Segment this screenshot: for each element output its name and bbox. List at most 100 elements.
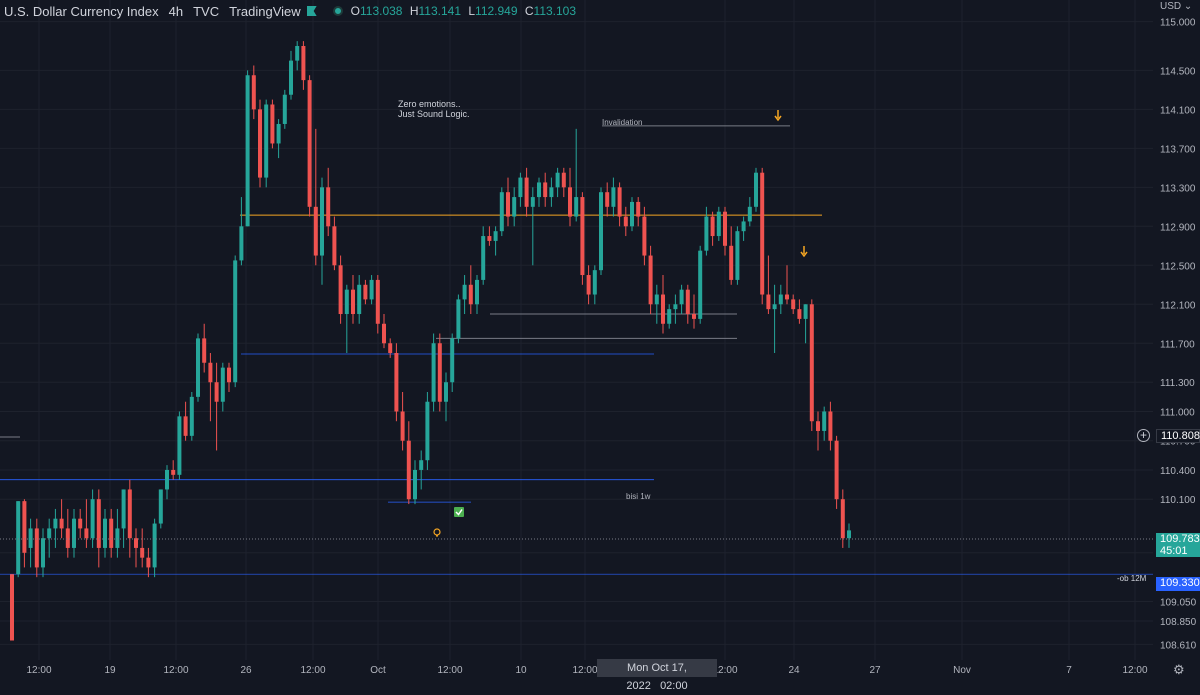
candle-body xyxy=(344,289,349,315)
candle-body xyxy=(481,236,486,280)
candle-body xyxy=(196,338,200,397)
price-tick-label: 113.300 xyxy=(1160,183,1196,194)
candle-body xyxy=(499,192,504,232)
candle-body xyxy=(574,197,579,217)
interval[interactable]: 4h xyxy=(168,3,184,19)
candle-body xyxy=(351,289,355,315)
candle-body xyxy=(53,518,58,529)
invalidation-label: Invalidation xyxy=(602,118,642,127)
price-tick-label: 108.850 xyxy=(1160,617,1197,628)
candle-body xyxy=(301,46,306,81)
gear-icon[interactable]: ⚙ xyxy=(1173,662,1185,677)
candle-body xyxy=(667,309,672,324)
ob-label: -ob 12M xyxy=(1117,574,1147,583)
candle-body xyxy=(165,469,169,490)
candle-body xyxy=(72,518,76,548)
price-tick-label: 109.050 xyxy=(1160,598,1197,609)
price-tick-label: 108.610 xyxy=(1160,640,1197,651)
candle-body xyxy=(140,547,145,558)
time-tick-label: 12:00 xyxy=(1122,665,1147,676)
candle-body xyxy=(549,187,554,198)
candle-body xyxy=(704,216,709,251)
time-tick-label: 26 xyxy=(240,665,252,676)
candle-body xyxy=(437,343,442,402)
low-value: 112.949 xyxy=(475,4,518,18)
candle-body xyxy=(592,270,597,295)
candle-body xyxy=(475,279,479,305)
candle-body xyxy=(797,309,802,319)
candle-body xyxy=(220,367,225,402)
candle-body xyxy=(289,60,293,95)
candle-body xyxy=(605,192,610,207)
checkmark-icon xyxy=(454,507,464,517)
price-tick-label: 113.700 xyxy=(1160,144,1196,155)
candle-body xyxy=(530,197,535,207)
price-tick-label: 111.300 xyxy=(1160,378,1195,389)
candle-body xyxy=(506,192,510,217)
candle-body xyxy=(419,460,424,470)
candle-body xyxy=(406,440,411,500)
candle-body xyxy=(444,382,448,402)
candle-body xyxy=(16,501,21,575)
candle-body xyxy=(816,421,820,431)
arrow-down-icon xyxy=(774,110,782,122)
candle-body xyxy=(400,411,405,441)
candle-body xyxy=(661,294,665,324)
close-value: 113.103 xyxy=(533,4,577,18)
time-axis[interactable]: 12:00 19 12:00 26 12:00 Oct 12:00 10 12:00 12:00 2… xyxy=(26,665,1147,676)
candle-body xyxy=(233,260,238,383)
candle-body xyxy=(258,109,262,178)
currency-selector[interactable]: USD ⌄ xyxy=(1160,1,1193,12)
price-tick-label: 112.100 xyxy=(1160,300,1196,311)
lightbulb-icon xyxy=(433,528,441,537)
bisi-label: bisi 1w xyxy=(626,492,651,501)
chart-header: U.S. Dollar Currency Index 4h TVC Tradin… xyxy=(4,2,576,20)
time-tick-label: 24 xyxy=(788,665,800,676)
candle-body xyxy=(295,46,300,61)
candle-body xyxy=(828,411,833,441)
price-tick-label: 111.700 xyxy=(1160,339,1195,350)
candle-body xyxy=(171,469,176,475)
candle-body xyxy=(822,411,827,431)
candle-body xyxy=(338,265,343,315)
candle-body xyxy=(735,231,740,280)
candle-body xyxy=(78,518,83,529)
crosshair-date-label: Mon Oct 17, 2022 02:00 xyxy=(597,659,717,692)
time-tick-label: 10 xyxy=(515,665,527,676)
candle-body xyxy=(65,528,70,548)
candle-body xyxy=(382,323,386,344)
candle-body xyxy=(152,523,157,568)
candle-body xyxy=(320,187,324,256)
candle-body xyxy=(307,80,312,207)
arrow-down-icon xyxy=(800,246,808,258)
time-tick-label: 12:00 xyxy=(300,665,325,676)
candle-body xyxy=(177,416,182,475)
candle-body xyxy=(456,299,461,339)
market-status-icon xyxy=(332,6,343,16)
candle-body xyxy=(716,211,721,237)
candle-body xyxy=(183,416,188,436)
plus-icon[interactable]: + xyxy=(1137,429,1150,442)
candle-body xyxy=(561,172,566,188)
candle-body xyxy=(847,530,851,539)
candle-body xyxy=(568,187,572,217)
candle-body xyxy=(59,518,64,529)
candle-body xyxy=(586,275,591,295)
symbol-name[interactable]: U.S. Dollar Currency Index xyxy=(4,3,159,19)
candlestick-chart[interactable]: 115.000 114.500 114.100 113.700 113.300 112.9… xyxy=(0,0,1200,677)
flag-icon[interactable] xyxy=(306,6,317,16)
candle-body xyxy=(611,187,616,207)
candle-body xyxy=(747,206,752,222)
candle-countdown: 45:01 xyxy=(1160,545,1188,557)
candle-body xyxy=(22,501,27,553)
level-price-label: 109.330 xyxy=(1156,577,1200,591)
price-tick-label: 111.000 xyxy=(1160,407,1195,418)
candle-body xyxy=(313,206,318,256)
price-tick-label: 114.500 xyxy=(1160,66,1196,77)
candle-body xyxy=(264,104,269,178)
candle-body xyxy=(679,289,684,305)
time-tick-label: 12:00 xyxy=(26,665,51,676)
hover-price-label: 110.808 xyxy=(1156,429,1200,443)
candle-body xyxy=(462,284,467,300)
candle-body xyxy=(785,294,789,300)
